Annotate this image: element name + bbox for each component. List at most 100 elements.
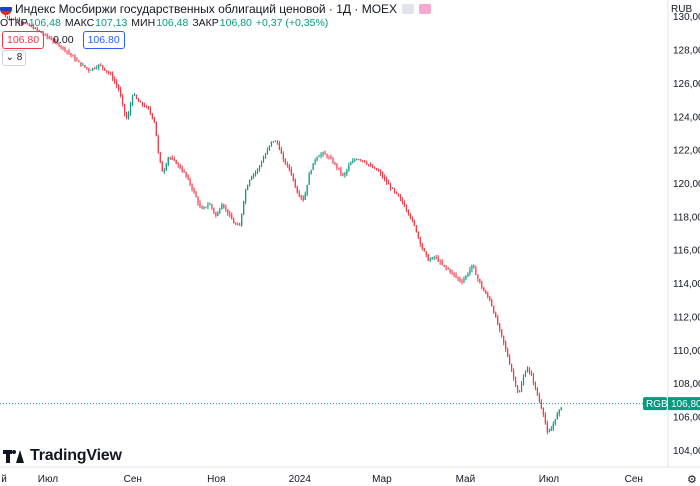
candle-body [326,154,328,158]
y-tick-label: 108,00 [673,379,700,390]
candle-body [6,17,9,19]
candle-body [161,162,163,172]
candle-body [102,65,104,68]
candle-body [356,159,358,161]
candle-body [328,157,330,158]
symbol-title[interactable]: Индекс Мосбиржи государственных облигаци… [15,2,398,16]
candle-body [193,188,195,193]
candle-body [443,264,445,267]
candle-body [219,209,221,213]
candle-body [131,95,134,105]
candle-body [415,225,417,233]
candle-body [310,170,312,174]
eye-icon[interactable] [402,4,415,14]
candle-body [298,192,300,196]
candle-body [100,65,102,66]
candle-body [445,266,447,268]
candle-body [558,409,560,414]
candle-body [76,59,78,61]
candle-body [177,163,179,165]
candle-body [520,383,523,392]
candle-body [548,430,550,432]
candle-body [66,50,68,52]
candle-body [133,95,136,96]
candle-body [401,198,404,203]
candle-body [429,259,431,261]
candle-body [54,41,56,43]
candle-body [300,195,302,198]
y-tick-label: 122,00 [673,146,700,157]
candle-body [70,53,72,56]
candle-body [423,248,425,252]
candle-body [227,209,229,214]
candle-body [272,141,275,142]
candle-body [143,104,146,107]
candle-body [90,69,92,71]
candle-body [451,271,453,273]
candle-body [413,220,415,226]
candle-body [16,19,18,21]
candle-body [262,158,265,163]
candle-body [64,47,66,51]
candle-body [497,317,499,325]
candle-body [8,18,11,19]
candle-body [286,163,288,166]
candle-body [518,391,521,393]
candle-body [316,157,318,160]
candle-body [425,251,427,255]
open-value: 106,48 [28,17,61,29]
candle-body [167,157,169,165]
candle-body [393,188,396,192]
candle-body [419,237,421,245]
candle-body [243,201,245,214]
flag-marker-icon[interactable] [419,4,432,14]
candle-body [48,36,50,39]
sell-price-box[interactable]: 106.80 [2,31,45,49]
candle-body [80,62,82,66]
candle-body [116,81,118,86]
candle-body [119,89,122,96]
candle-body [459,278,461,282]
candle-body [147,106,149,109]
candle-body [389,184,392,189]
candle-body [421,244,423,249]
gear-icon[interactable]: ⚙ [687,474,697,486]
candle-body [229,213,231,216]
candle-body [346,169,348,174]
candle-body [127,113,130,119]
candle-body [546,423,548,432]
candle-body [280,148,282,154]
candle-body [397,193,400,197]
buy-price-box[interactable]: 106.80 [82,31,125,49]
candle-body [207,205,209,207]
candle-body [449,269,451,272]
candle-body [108,71,110,74]
russia-flag-icon [0,3,12,15]
currency-label[interactable]: RUB [671,4,693,15]
candle-body [82,65,84,66]
time-axis[interactable]: й Июл Сен Ноя 2024 Мар Май Июл Сен [1,474,643,485]
candle-body [155,121,157,137]
candle-body [217,212,219,216]
candle-body [141,102,144,105]
candle-body [503,335,505,343]
legend-header[interactable]: Индекс Мосбиржи государственных облигаци… [0,0,432,18]
close-value: 106,80 [219,17,252,29]
tradingview-logo[interactable]: TradingView [3,447,122,465]
candle-body [12,18,15,20]
candle-body [14,18,16,20]
candle-body [205,206,207,208]
candle-body [223,204,225,208]
candle-body [387,182,390,185]
candle-body [252,173,255,177]
candle-body [159,152,161,163]
collapse-indicators-button[interactable]: ⌄ 8 [2,50,26,66]
candle-body [94,68,96,69]
candle-body [471,264,473,270]
candle-body [84,65,86,68]
low-label: МИН [131,17,156,29]
tradingview-logo-text: TradingView [30,447,122,464]
price-axis[interactable]: 104,00 106,00 108,00 110,00 112,00 114,00 116,… [673,12,700,457]
candle-body [181,168,183,171]
